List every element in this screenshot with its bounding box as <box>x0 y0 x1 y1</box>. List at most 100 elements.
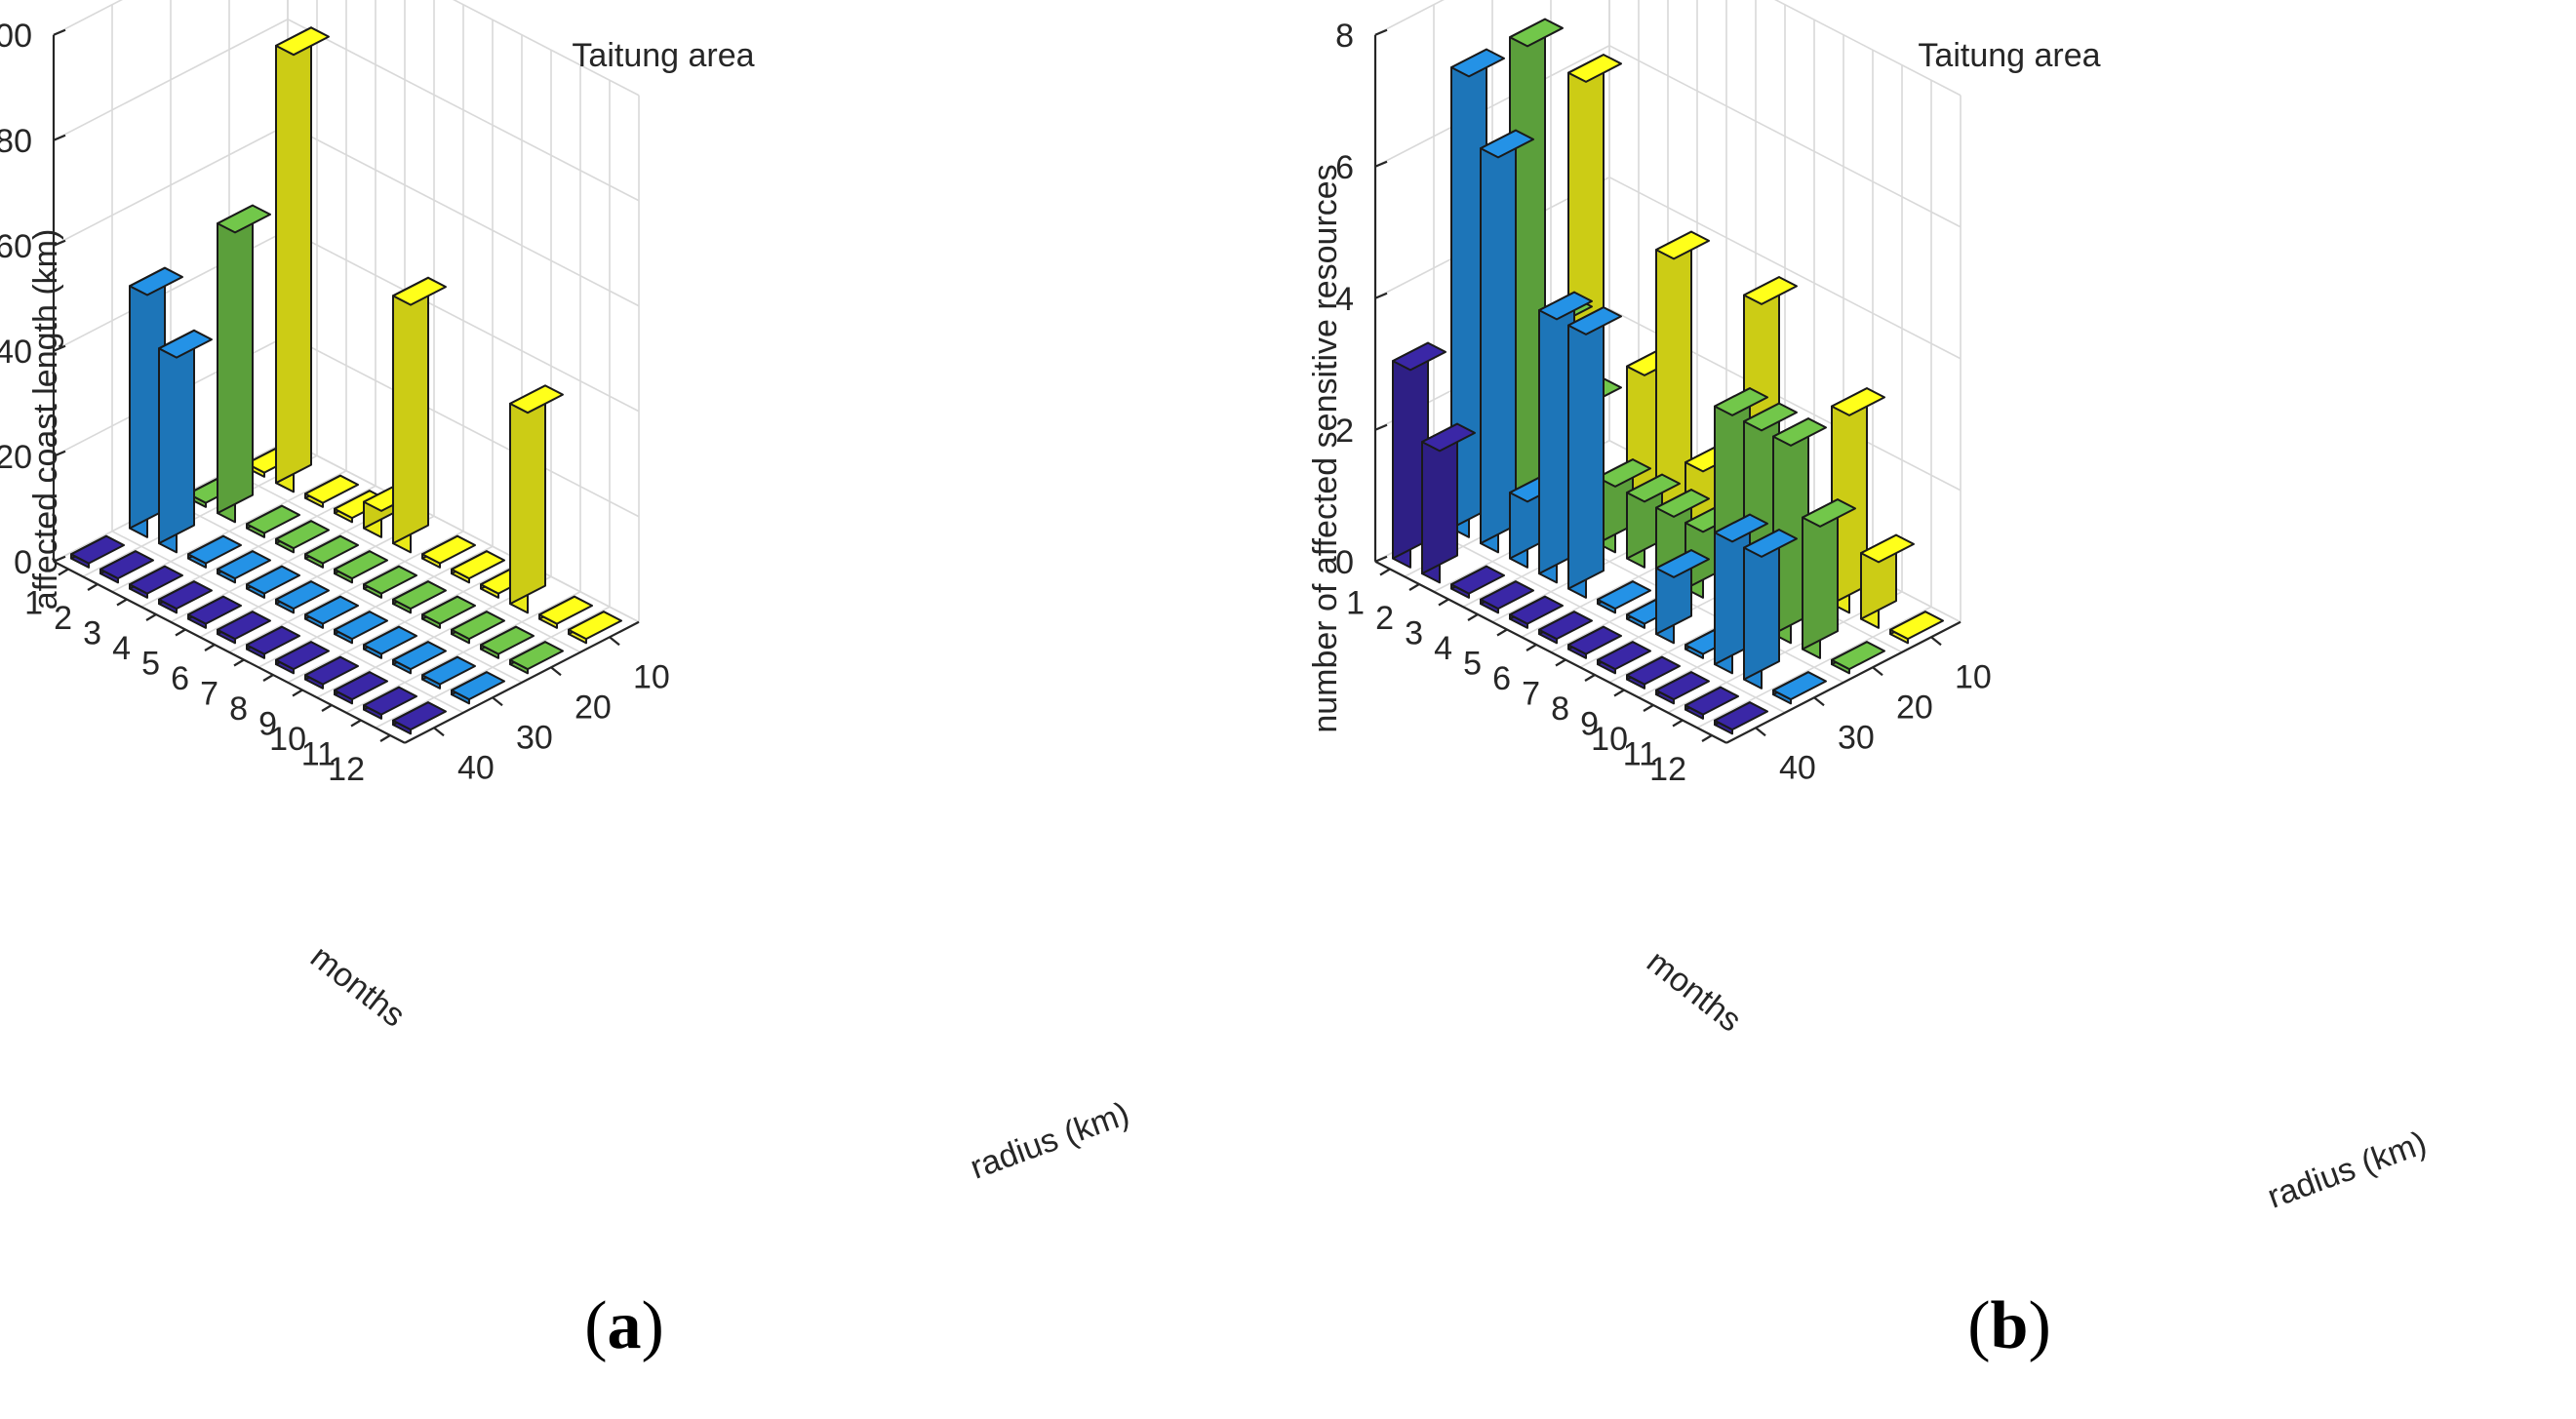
radius-tick <box>433 727 445 737</box>
radius-tick <box>1872 666 1883 677</box>
bar-top <box>1538 611 1593 641</box>
month-tick-label: 9 <box>1580 706 1599 743</box>
month-tick-label: 12 <box>1649 751 1686 788</box>
radius-tick-label: 20 <box>575 689 612 726</box>
bar-top <box>363 625 417 655</box>
bar-top <box>1597 641 1651 671</box>
radius-tick-label: 30 <box>516 719 553 756</box>
month-tick <box>262 674 274 682</box>
z-tick-label: 8 <box>1335 18 1354 55</box>
month-tick-label: 4 <box>1434 630 1452 667</box>
radius-tick <box>1755 727 1766 737</box>
z-tick <box>1374 292 1388 299</box>
bar-top <box>392 276 447 306</box>
radius-axis-line <box>1725 620 1962 744</box>
chart-panel-a: 02040608010012345678910111210203040Taitu… <box>0 0 1134 1187</box>
bar-top <box>538 595 593 625</box>
month-tick <box>87 583 99 591</box>
bar-top <box>1597 458 1651 488</box>
gridline-floor-r <box>1433 531 1786 714</box>
gridline-floor-r <box>111 531 464 714</box>
bar-top <box>1889 611 1944 641</box>
month-tick-label: 8 <box>229 690 248 728</box>
z-tick-label: 40 <box>0 334 32 371</box>
bar-top <box>1714 701 1768 731</box>
bar-top <box>421 595 476 625</box>
bar-top <box>217 204 271 234</box>
radius-axis-label: radius (km) <box>966 1095 1134 1187</box>
bar-top <box>1684 686 1739 716</box>
bar-top <box>246 504 300 534</box>
gridline-floor-r <box>170 500 523 684</box>
month-tick-label: 3 <box>1405 615 1423 652</box>
bar-top <box>246 565 300 595</box>
bar-top <box>1714 387 1768 416</box>
bar-top <box>1509 18 1564 48</box>
radius-tick <box>609 636 620 647</box>
bar-top <box>1567 306 1622 335</box>
radius-tick-label: 40 <box>1779 749 1816 786</box>
month-tick <box>1526 644 1537 651</box>
bar-top <box>568 611 622 641</box>
z-axis-label: number of affected sensitive resources <box>1307 164 1344 732</box>
month-tick <box>379 734 391 742</box>
z-tick-label: 4 <box>1335 281 1354 318</box>
bar-top <box>1743 276 1798 305</box>
bar-top <box>421 655 476 686</box>
bar-top <box>421 534 476 565</box>
month-tick-label: 11 <box>301 736 336 773</box>
bar-top <box>246 625 300 655</box>
radius-axis-line <box>404 620 640 744</box>
month-tick-label: 3 <box>83 615 101 652</box>
gridline-floor-r <box>228 470 581 653</box>
month-tick <box>1613 689 1625 697</box>
month-tick-label: 12 <box>328 751 365 788</box>
bar-top <box>1480 129 1534 159</box>
bar-top <box>1655 489 1710 518</box>
month-tick <box>1496 628 1508 637</box>
bar-top <box>363 686 417 716</box>
bar-top <box>334 671 388 701</box>
chart-a-svg: 02040608010012345678910111210203040Taitu… <box>0 0 1134 1187</box>
bar-top <box>480 625 535 655</box>
month-tick <box>58 568 69 576</box>
bar-top <box>1655 549 1710 578</box>
bar-top <box>334 550 388 580</box>
radius-tick <box>1930 636 1942 647</box>
month-tick <box>1584 674 1596 682</box>
month-tick <box>1701 734 1713 742</box>
bar-top <box>275 26 330 57</box>
month-tick-label: 11 <box>1623 736 1657 773</box>
bar-top <box>1831 387 1885 416</box>
bar-top <box>275 580 330 611</box>
month-axis-line <box>1374 560 1727 744</box>
bar-top <box>1421 422 1476 453</box>
gridline-side-h <box>53 0 123 36</box>
month-tick-label: 5 <box>141 646 160 683</box>
radius-axis-label: radius (km) <box>2263 1124 2432 1216</box>
month-tick-label: 4 <box>112 630 131 667</box>
month-tick <box>145 613 157 621</box>
bar-top <box>1567 625 1622 655</box>
chart-panel-b: 0 2 4 6 8 1 2 3 4 5 6 7 8 9 10 11 12 10 20 30 40 Taitung area… <box>1288 0 2575 1419</box>
z-tick <box>1374 423 1388 431</box>
z-tick <box>53 28 66 36</box>
bar-top <box>217 611 271 641</box>
bar-top <box>1480 580 1534 611</box>
bar-top <box>392 701 447 731</box>
month-tick-label: 1 <box>24 585 43 622</box>
gridline-floor-r <box>287 440 640 623</box>
bar-top <box>1772 671 1827 701</box>
month-tick <box>204 644 216 651</box>
bar-top <box>217 550 271 580</box>
bar-top <box>509 641 564 671</box>
month-tick <box>1438 598 1449 607</box>
z-tick <box>53 344 66 352</box>
bar-top <box>304 534 359 565</box>
month-tick <box>1467 613 1479 621</box>
month-axis-label: months <box>1640 943 1748 1040</box>
z-tick-label: 80 <box>0 123 32 160</box>
z-tick-label: 20 <box>0 439 32 476</box>
chart-title: Taitung area <box>1918 37 2100 74</box>
